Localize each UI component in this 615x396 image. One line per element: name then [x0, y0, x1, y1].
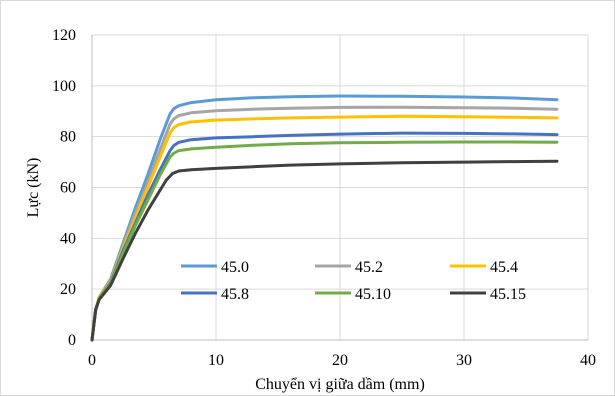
series-line-45-10: [90, 140, 559, 342]
legend-label: 45.8: [221, 286, 249, 303]
y-tick-label: 60: [60, 180, 76, 197]
y-axis-title: Lực (kN): [25, 158, 42, 218]
y-tick-label: 20: [60, 281, 76, 298]
legend: 45.0 45.2 45.4 45.8 45.10 45.15: [181, 259, 526, 303]
legend-label: 45.4: [490, 259, 518, 276]
x-tick-label: 30: [456, 352, 472, 369]
y-tick-label: 40: [60, 230, 76, 247]
axes: 0 20 40 60 80 100 120 0 10 20 30 40: [52, 27, 596, 369]
grid-lines: [92, 34, 589, 340]
legend-label: 45.10: [355, 286, 391, 303]
series-lines: [90, 94, 559, 342]
x-axis-title: Chuyển vị giữa dầm (mm): [255, 376, 425, 393]
x-tick-label: 0: [88, 352, 96, 369]
x-tick-label: 20: [332, 352, 348, 369]
y-tick-label: 80: [60, 129, 76, 146]
legend-label: 45.15: [490, 286, 526, 303]
x-tick-label: 40: [580, 352, 596, 369]
series-line-45-4: [90, 114, 559, 342]
legend-label: 45.0: [221, 259, 249, 276]
y-tick-label: 100: [52, 78, 76, 95]
series-line-45-15: [90, 159, 559, 342]
y-tick-label: 120: [52, 27, 76, 44]
legend-label: 45.2: [355, 259, 383, 276]
y-tick-label: 0: [68, 332, 76, 349]
x-tick-label: 10: [208, 352, 224, 369]
